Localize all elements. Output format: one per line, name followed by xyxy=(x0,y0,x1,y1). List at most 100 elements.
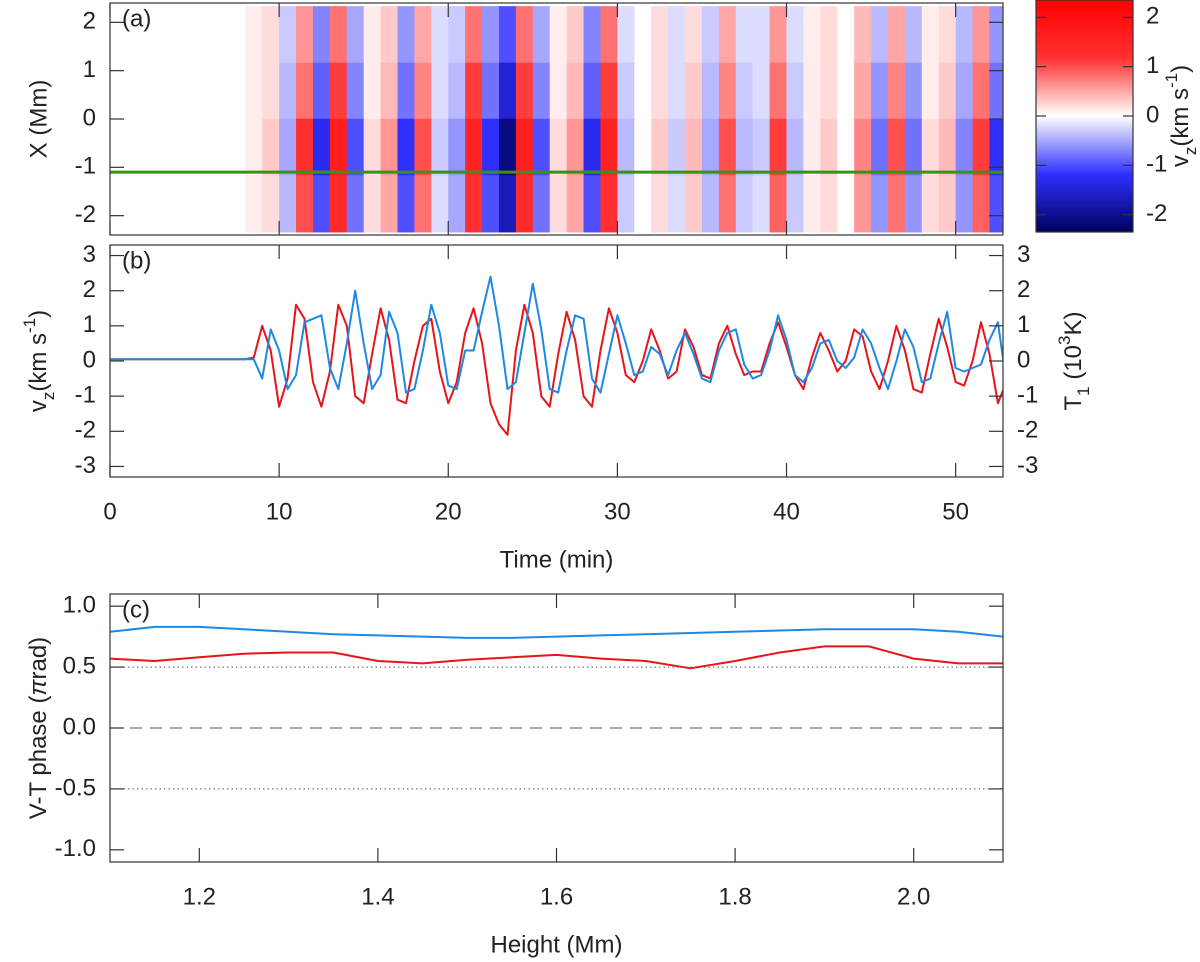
heat-cell xyxy=(363,118,382,176)
heat-cell xyxy=(110,118,128,176)
heat-cell xyxy=(194,175,213,233)
heat-cell xyxy=(346,6,365,64)
series-line xyxy=(110,303,1003,436)
y-tick-label: 2 xyxy=(83,8,96,35)
colorbar-tick-label: -1 xyxy=(1146,151,1167,178)
heat-cell xyxy=(651,6,669,64)
colorbar-tick-label: 0 xyxy=(1146,101,1159,128)
y-tick-label: 1 xyxy=(83,56,96,83)
y2-tick-label: 1 xyxy=(1017,311,1030,338)
heat-cell xyxy=(549,62,568,120)
heat-cell xyxy=(363,175,382,233)
colorbar xyxy=(1035,0,1134,233)
heat-cell xyxy=(600,6,618,64)
heat-cell xyxy=(228,118,246,176)
colorbar-tick-label: 2 xyxy=(1146,3,1159,30)
heat-cell xyxy=(465,6,483,64)
y-axis-label: V-T phase (πrad) xyxy=(25,637,52,819)
heat-cell xyxy=(549,6,568,64)
heat-cell xyxy=(465,118,483,176)
heat-cell xyxy=(904,175,923,233)
y2-axis-label: T1 (103K) xyxy=(1055,312,1093,411)
x-tick-label: 10 xyxy=(266,498,293,525)
heat-cell xyxy=(143,118,162,176)
panel-annotation: (b) xyxy=(122,247,151,274)
label-part: T xyxy=(1060,395,1087,410)
x-tick-label: 1.4 xyxy=(361,883,394,910)
y2-tick-label: -1 xyxy=(1017,381,1038,408)
heat-cell xyxy=(143,62,162,120)
heat-cell xyxy=(346,62,365,120)
heat-cell xyxy=(735,62,754,120)
heat-cell xyxy=(887,62,906,120)
heat-cell xyxy=(448,6,466,64)
label-part: v xyxy=(1167,155,1194,167)
heat-cell xyxy=(685,6,703,64)
label-part: z xyxy=(1181,147,1200,156)
x-tick-label: 0 xyxy=(103,498,116,525)
heat-cell xyxy=(837,62,855,120)
heat-cell xyxy=(904,6,923,64)
heat-cell xyxy=(904,62,923,120)
y-tick-label: -2 xyxy=(75,417,96,444)
heat-cell xyxy=(431,118,449,176)
heat-cell xyxy=(431,6,449,64)
label-part: (km s xyxy=(1167,88,1194,147)
series-line xyxy=(110,625,1003,639)
heat-cell xyxy=(532,175,551,233)
label-part: ) xyxy=(1167,65,1194,73)
label-part: z xyxy=(39,392,58,401)
heat-cell xyxy=(786,118,805,176)
y-tick-label: 0.5 xyxy=(63,652,96,679)
heat-cell xyxy=(126,6,145,64)
heat-cell xyxy=(735,6,754,64)
heat-cell xyxy=(735,118,754,176)
heat-cell xyxy=(617,62,635,120)
heat-cell xyxy=(769,6,788,64)
heat-cell xyxy=(279,175,297,233)
heat-cell xyxy=(177,118,196,176)
heat-cell xyxy=(177,175,196,233)
heat-cell xyxy=(110,62,128,120)
heat-cell xyxy=(989,118,1003,176)
heat-cell xyxy=(668,118,686,176)
heat-cell xyxy=(820,175,838,233)
heat-cell xyxy=(228,6,246,64)
heat-cell xyxy=(380,175,399,233)
panel-annotation: (a) xyxy=(122,5,151,32)
heat-cell xyxy=(701,118,720,176)
heat-cell xyxy=(854,118,872,176)
colorbar-label: vz(km s-1) xyxy=(1162,65,1200,167)
heat-cell xyxy=(972,175,991,233)
heat-cell xyxy=(668,62,686,120)
label-part: 3 xyxy=(1055,336,1074,345)
heat-cell xyxy=(837,118,855,176)
label-part: v xyxy=(25,400,52,412)
heat-cell xyxy=(989,175,1003,233)
heat-cell xyxy=(245,6,263,64)
x-tick-label: 30 xyxy=(604,498,631,525)
heat-cell xyxy=(414,6,432,64)
heat-cell xyxy=(397,118,416,176)
y-tick-label: -3 xyxy=(75,452,96,479)
heat-cell xyxy=(972,118,991,176)
x-tick-label: 20 xyxy=(435,498,462,525)
label-part: V-T phase ( xyxy=(25,696,52,820)
heat-cell xyxy=(887,118,906,176)
heat-cell xyxy=(871,6,889,64)
plot-area xyxy=(110,625,1003,670)
plot-area xyxy=(110,275,1003,436)
heat-cell xyxy=(262,6,280,64)
heat-cell xyxy=(194,62,213,120)
heat-cell xyxy=(854,175,872,233)
heat-cell xyxy=(498,62,517,120)
colorbar-tick-label: 1 xyxy=(1146,52,1159,79)
x-tick-label: 2.0 xyxy=(897,883,930,910)
heat-cell xyxy=(566,175,585,233)
heat-cell xyxy=(566,118,585,176)
heat-cell xyxy=(312,175,331,233)
heat-cell xyxy=(397,175,416,233)
heat-cell xyxy=(634,62,652,120)
heat-cell xyxy=(786,175,805,233)
heat-cell xyxy=(972,62,991,120)
